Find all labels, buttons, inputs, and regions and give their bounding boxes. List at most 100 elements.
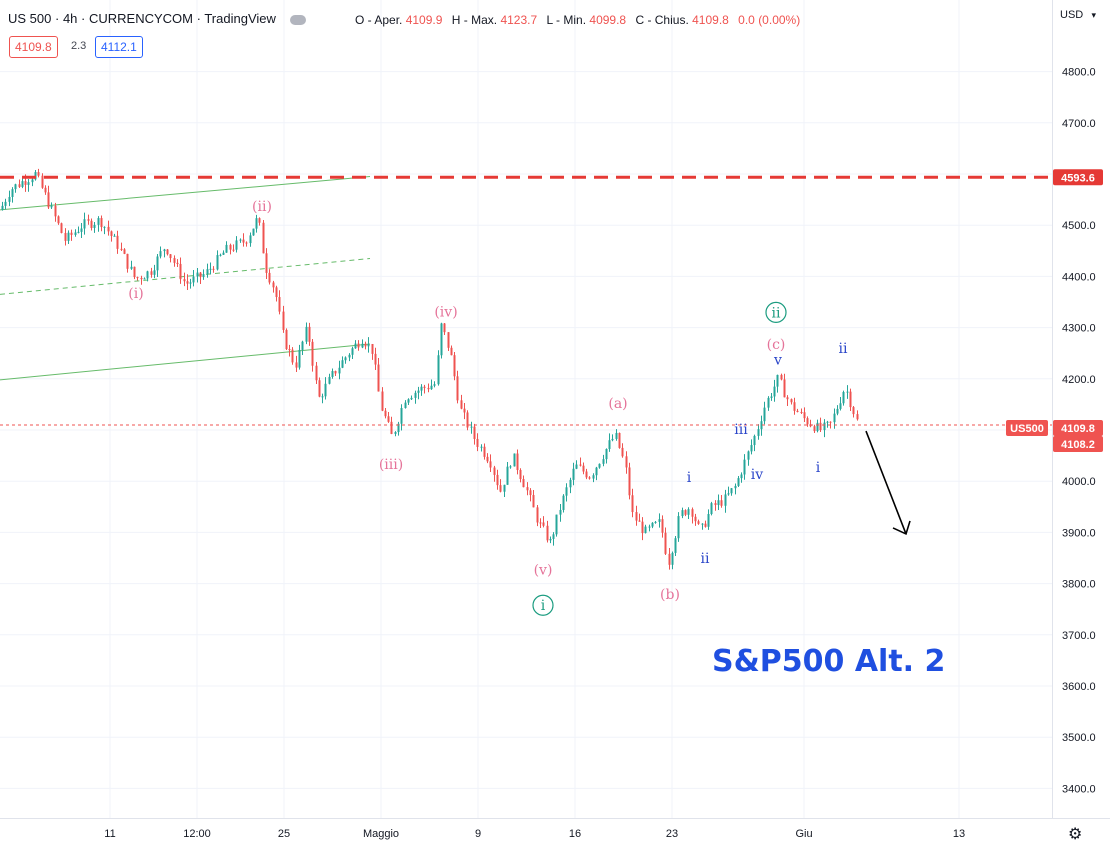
wave-label: (ii) xyxy=(252,199,272,215)
candle-body xyxy=(717,500,720,506)
resistance-price-label: 4593.6 xyxy=(1061,172,1095,184)
candle-body xyxy=(27,182,30,185)
gear-icon[interactable]: ⚙ xyxy=(1068,826,1083,843)
candle-body xyxy=(318,380,321,397)
candle-body xyxy=(546,525,549,541)
price-tick-label: 4000.0 xyxy=(1062,476,1096,488)
candle-body xyxy=(229,244,232,250)
candle-body xyxy=(407,399,410,403)
candle-body xyxy=(110,231,113,236)
candle-body xyxy=(179,263,182,280)
candle-body xyxy=(760,421,763,430)
candle-body xyxy=(460,400,463,409)
candle-body xyxy=(150,271,153,275)
candle-body xyxy=(258,218,261,223)
candle-body xyxy=(437,355,440,385)
candle-body xyxy=(770,396,773,398)
wave-label: (iv) xyxy=(434,304,457,320)
high-value: 4123.7 xyxy=(500,13,538,27)
symbol-name[interactable]: US 500 xyxy=(8,11,52,26)
candle-body xyxy=(605,448,608,460)
candle-body xyxy=(668,553,671,565)
candle-body xyxy=(166,249,169,255)
candle-body xyxy=(803,412,806,419)
low-value: 4099.8 xyxy=(589,13,627,27)
candle-body xyxy=(130,266,133,269)
candle-body xyxy=(800,412,803,414)
candle-body xyxy=(262,222,265,254)
sell-price-button[interactable]: 4109.8 xyxy=(9,36,58,58)
candle-body xyxy=(582,465,585,472)
candle-body xyxy=(740,474,743,479)
price-tick-label: 3900.0 xyxy=(1062,527,1096,539)
candle-body xyxy=(519,470,522,480)
price-tick-label: 3500.0 xyxy=(1062,732,1096,744)
candle-body xyxy=(427,387,430,390)
interval[interactable]: 4h xyxy=(62,11,78,26)
candle-body xyxy=(489,461,492,468)
low-label: L - Min. xyxy=(546,13,587,27)
wave-label: (b) xyxy=(660,587,680,603)
wave-label: (c) xyxy=(767,337,786,353)
candle-body xyxy=(730,488,733,494)
candle-body xyxy=(522,479,525,488)
candle-body xyxy=(592,475,595,479)
candle-body xyxy=(480,446,483,448)
candle-body xyxy=(671,552,674,565)
price-levels xyxy=(0,175,1052,426)
wave-label: iv xyxy=(751,467,763,483)
trendlines xyxy=(0,176,371,381)
candle-body xyxy=(189,282,192,284)
symbol-price-label-bg xyxy=(1006,420,1048,436)
open-value: 4109.9 xyxy=(405,13,443,27)
candle-body xyxy=(24,181,27,185)
candle-body xyxy=(579,464,582,466)
channel-line xyxy=(0,343,371,381)
candle-body xyxy=(252,228,255,236)
candle-body xyxy=(249,235,252,244)
candle-body xyxy=(453,355,456,377)
candle-body xyxy=(783,379,786,398)
candle-body xyxy=(377,364,380,392)
candle-body xyxy=(635,512,638,521)
candle-body xyxy=(423,386,426,388)
price-tick-label: 4500.0 xyxy=(1062,220,1096,232)
close-label: C - Chius. xyxy=(635,13,689,27)
price-axis-labels: 4593.6 US500 4109.8 4108.2 xyxy=(1006,169,1103,452)
time-tick-label: 11 xyxy=(104,828,115,840)
candle-body xyxy=(856,414,859,420)
channel-line xyxy=(0,257,371,295)
candle-body xyxy=(664,532,667,554)
candle-body xyxy=(103,226,106,228)
candle-body xyxy=(390,421,393,434)
currency-selector[interactable]: USD ▾ xyxy=(1052,0,1100,30)
time-axis[interactable]: 11 12:00 25 Maggio 9 16 23 Giu 13 xyxy=(0,818,1110,858)
symbol-header[interactable]: US 500 · 4h · CURRENCYCOM · TradingView xyxy=(8,11,312,26)
candle-body xyxy=(509,466,512,468)
candlesticks xyxy=(1,168,859,570)
candle-body xyxy=(648,526,651,528)
candle-body xyxy=(641,521,644,534)
currency-label[interactable]: USD xyxy=(1060,9,1084,21)
buy-price-button[interactable]: 4112.1 xyxy=(95,36,143,58)
candle-body xyxy=(4,201,7,206)
candle-body xyxy=(54,205,57,217)
candle-body xyxy=(77,231,80,233)
candle-body xyxy=(470,426,473,428)
candle-body xyxy=(691,509,694,517)
market-status-icon xyxy=(289,14,306,25)
candle-body xyxy=(400,408,403,424)
candle-body xyxy=(532,495,535,508)
candle-body xyxy=(163,249,166,252)
candle-body xyxy=(239,239,242,241)
candle-body xyxy=(123,249,126,254)
candle-body xyxy=(199,272,202,278)
candle-body xyxy=(311,341,314,366)
candle-body xyxy=(790,399,793,403)
candle-body xyxy=(232,249,235,251)
candle-body xyxy=(140,277,143,280)
candle-body xyxy=(173,258,176,263)
ohlc-values: O - Aper. 4109.9 H - Max. 4123.7 L - Min… xyxy=(355,13,806,27)
candle-body xyxy=(288,349,291,351)
